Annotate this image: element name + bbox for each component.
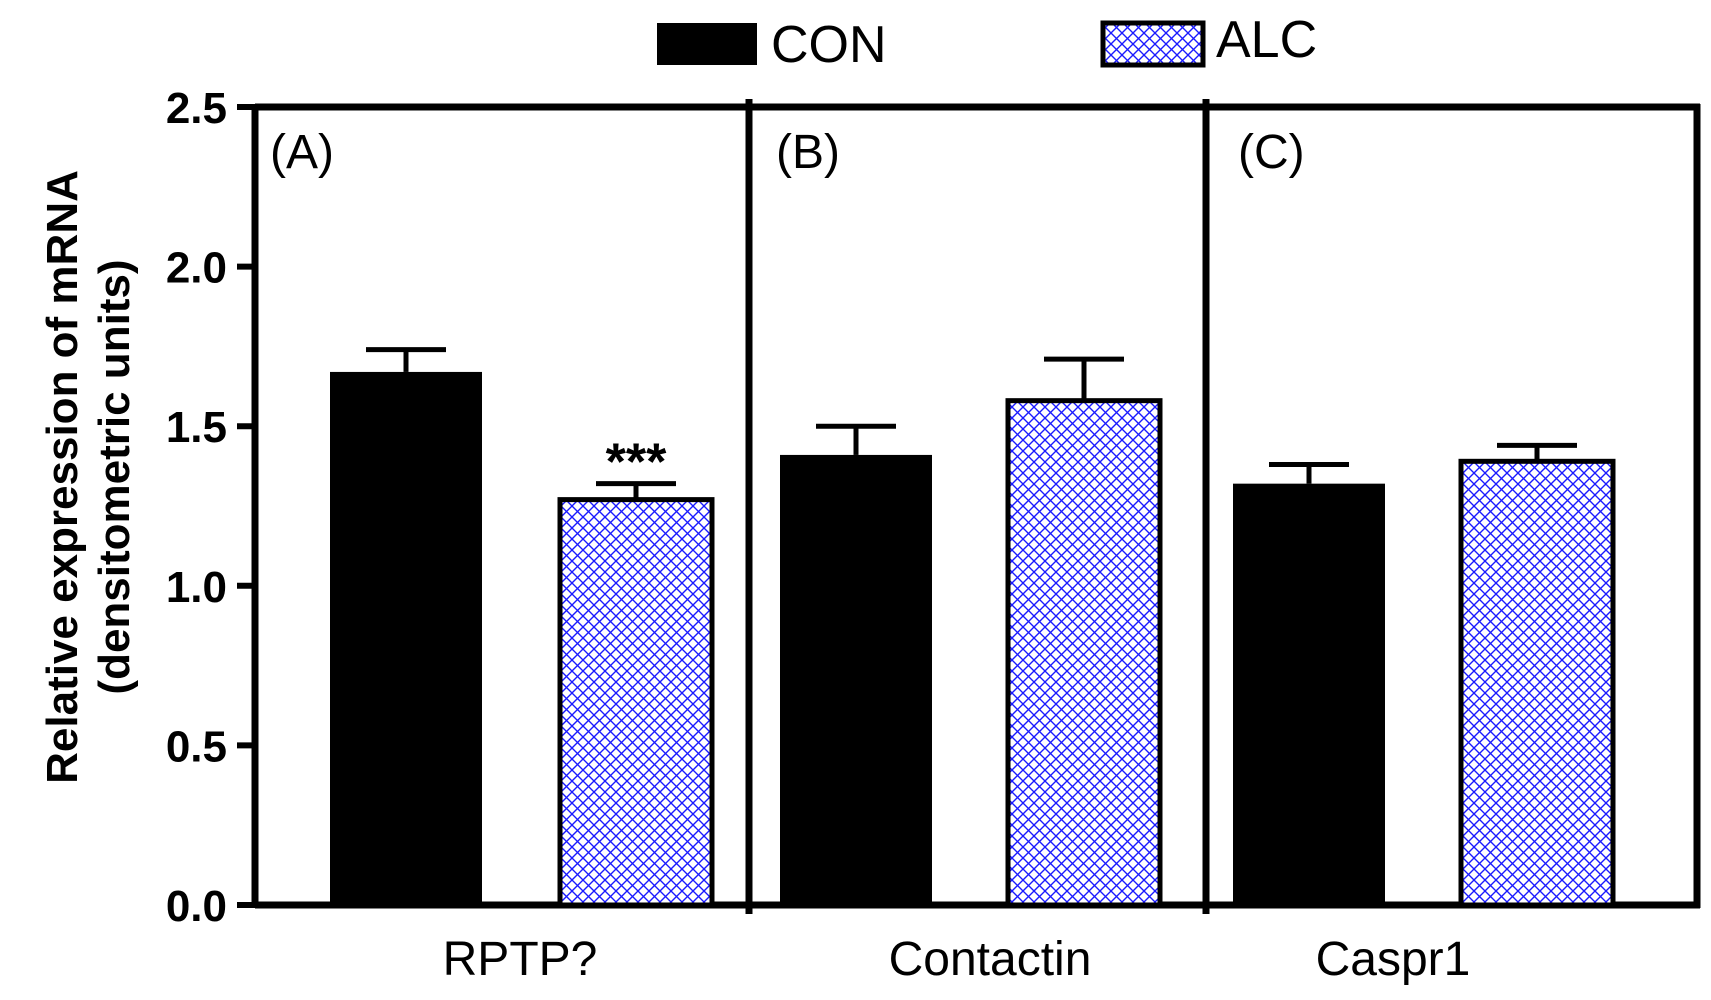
y-axis-title-line1: Relative expression of mRNA xyxy=(38,170,87,784)
y-tick-label: 0.5 xyxy=(166,722,227,771)
y-tick-label: 2.0 xyxy=(166,244,227,293)
category-label-contactin: Contactin xyxy=(889,933,1092,986)
category-label-caspr1: Caspr1 xyxy=(1316,933,1471,986)
legend-con-label: CON xyxy=(771,16,887,74)
panel-labels: (A) (B) (C) xyxy=(270,126,1305,179)
panel-label-c: (C) xyxy=(1238,126,1305,179)
x-category-labels: RPTP? Contactin Caspr1 xyxy=(443,933,1471,986)
significance-annotation: *** xyxy=(606,434,667,492)
legend-alc-swatch xyxy=(1100,20,1206,68)
panel-label-a: (A) xyxy=(270,126,334,179)
bar-alc-caspr1 xyxy=(1458,458,1616,908)
y-tick-label: 1.0 xyxy=(166,563,227,612)
y-tick-label: 0.0 xyxy=(166,882,227,931)
category-label-rptp: RPTP? xyxy=(443,933,598,986)
y-tick-label: 1.5 xyxy=(166,403,227,452)
y-axis-title-line2: (densitometric units) xyxy=(90,259,139,694)
legend-con-swatch xyxy=(657,23,757,65)
legend: CON ALC xyxy=(657,11,1317,74)
bar-con-contactin xyxy=(780,454,932,905)
panel-label-b: (B) xyxy=(776,126,840,179)
y-tick-label: 2.5 xyxy=(166,84,227,133)
bar-con-rptp xyxy=(330,371,482,905)
y-axis: 0.0 0.5 1.0 1.5 2.0 2.5 xyxy=(166,84,255,931)
legend-alc-label: ALC xyxy=(1216,11,1317,69)
y-axis-title: Relative expression of mRNA (densitometr… xyxy=(38,170,139,784)
bar-alc-rptp xyxy=(557,497,715,908)
bar-alc-contactin xyxy=(1005,398,1163,908)
bars: *** xyxy=(330,347,1616,908)
bar-con-caspr1 xyxy=(1233,483,1385,905)
